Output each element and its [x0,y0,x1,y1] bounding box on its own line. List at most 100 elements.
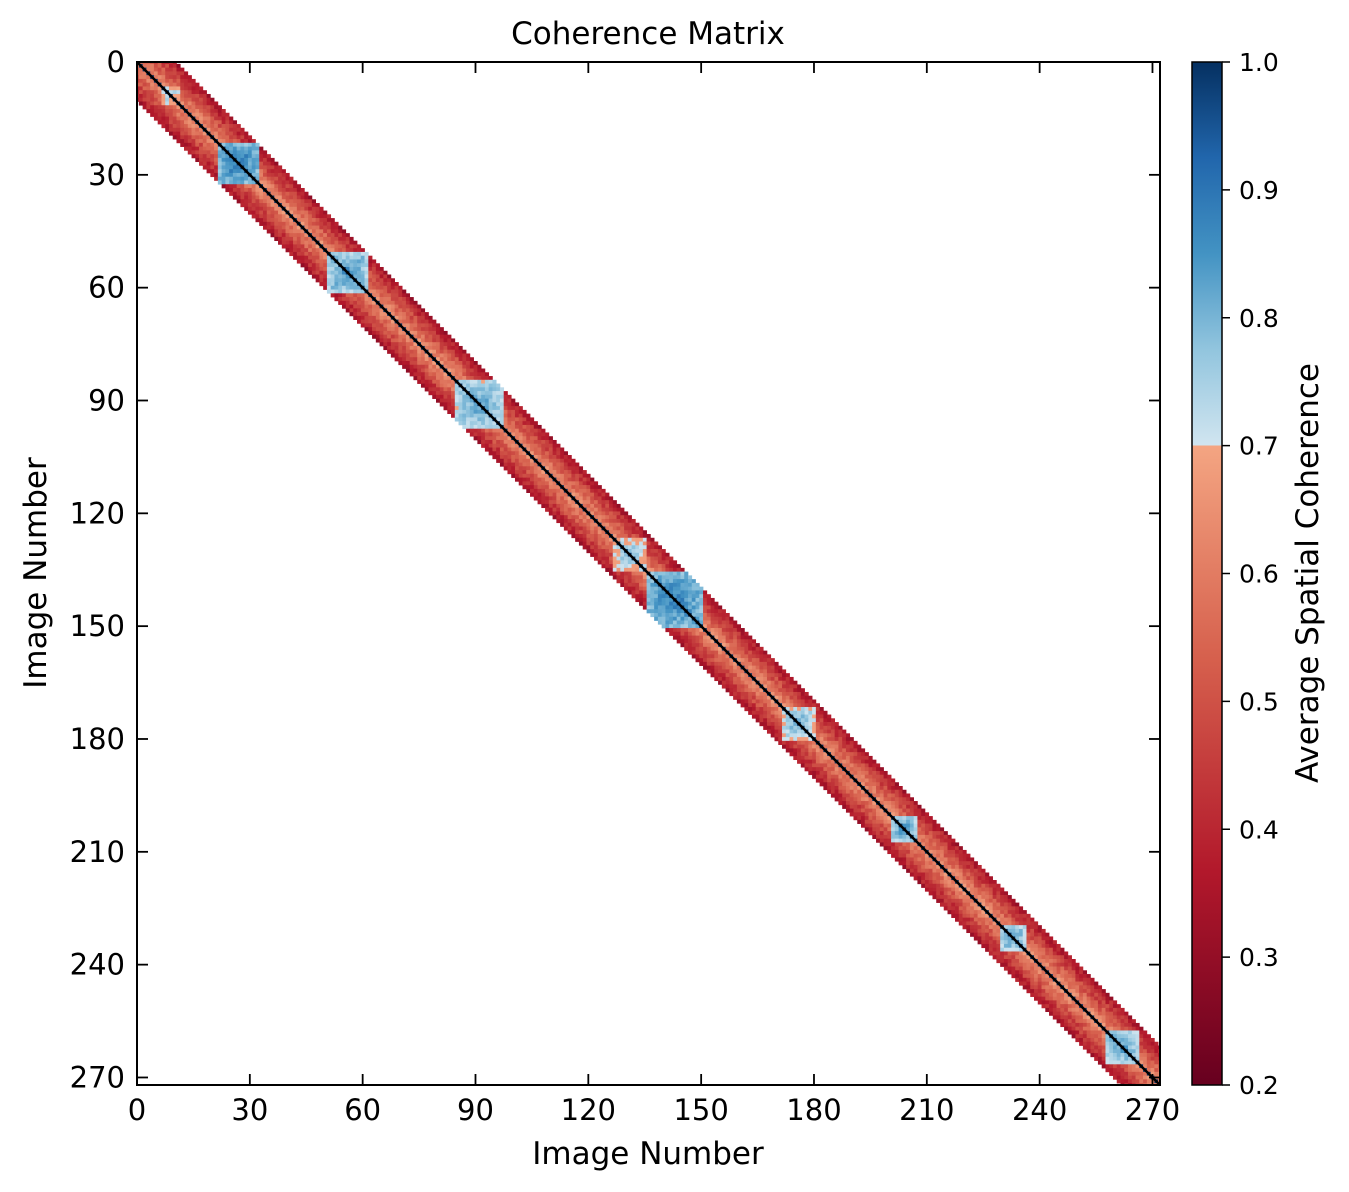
heatmap-cell [800,695,805,700]
heatmap-cell [300,251,305,257]
heatmap-cell [744,665,749,670]
heatmap-cell [232,165,238,170]
heatmap-cell [360,278,365,283]
heatmap-cell [669,556,674,561]
heatmap-cell [296,184,301,189]
heatmap-cell [1000,928,1005,934]
heatmap-cell [530,477,535,482]
heatmap-cell [229,176,234,181]
heatmap-cell [853,744,858,749]
heatmap-cell [627,515,632,520]
heatmap-cell [428,376,433,381]
heatmap-cell [906,812,911,817]
heatmap-cell [161,116,166,121]
heatmap-cell [1034,947,1039,952]
heatmap-cell [676,639,681,644]
heatmap-cell [1015,947,1020,952]
heatmap-cell [262,150,268,155]
heatmap-cell [620,582,625,588]
heatmap-cell [1030,943,1035,949]
heatmap-cell [815,767,820,772]
heatmap-cell [278,195,283,200]
heatmap-cell [537,488,542,493]
heatmap-cell [293,203,298,208]
heatmap-cell [909,838,914,843]
heatmap-cell [624,586,629,591]
heatmap-cell [913,808,918,813]
heatmap-cell [766,707,772,712]
heatmap-cell [394,338,399,343]
heatmap-cell [281,187,286,193]
heatmap-cell [511,462,516,467]
heatmap-cell [812,767,817,772]
heatmap-cell [488,391,493,396]
heatmap-cell [466,361,471,366]
heatmap-cell [176,135,181,140]
heatmap-cell [244,187,249,193]
heatmap-cell [970,917,975,922]
heatmap-cell [443,391,448,396]
heatmap-cell [338,248,343,253]
heatmap-cell [879,767,884,772]
heatmap-cell [360,255,365,260]
heatmap-cell [323,229,328,234]
heatmap-cell [868,808,873,813]
heatmap-cell [917,812,922,817]
heatmap-cell [552,511,557,516]
heatmap-cell [902,864,907,870]
heatmap-cell [725,669,730,674]
heatmap-cell [687,616,693,621]
heatmap-cell [496,398,501,403]
heatmap-cell [319,282,324,287]
heatmap-cell [274,187,279,193]
heatmap-cell [413,345,418,351]
heatmap-cell [285,240,290,245]
heatmap-cell [214,172,219,178]
heatmap-cell [593,481,599,486]
heatmap-cell [751,691,757,697]
heatmap-cell [262,221,268,226]
heatmap-cell [571,485,576,490]
heatmap-cell [424,319,429,324]
heatmap-cell [917,808,922,813]
heatmap-cell [687,609,693,614]
heatmap-cell [620,541,625,546]
heatmap-cell [221,169,226,174]
heatmap-cell [259,165,264,170]
heatmap-cell [578,526,584,531]
heatmap-cell [533,485,538,490]
heatmap-cell [909,849,914,855]
heatmap-cell [571,511,576,516]
heatmap-cell [368,300,373,305]
heatmap-cell [338,240,343,245]
heatmap-cell [462,357,467,362]
heatmap-cell [951,910,956,915]
heatmap-cell [834,767,839,772]
heatmap-cell [469,364,474,369]
heatmap-cell [281,184,286,189]
heatmap-cell [420,312,426,317]
heatmap-cell [458,394,463,399]
heatmap-cell [357,300,362,305]
heatmap-cell [187,105,192,110]
heatmap-cell [341,285,347,290]
heatmap-cell [496,451,501,456]
heatmap-cell [552,503,557,509]
heatmap-cell [225,172,230,178]
heatmap-cell [138,71,143,76]
heatmap-cell [458,409,463,415]
heatmap-cell [383,330,388,336]
heatmap-cell [883,789,888,794]
heatmap-cell [710,597,715,603]
heatmap-cell [300,255,305,260]
heatmap-cell [691,628,696,633]
heatmap-cell [1015,959,1020,964]
heatmap-cell [274,225,279,230]
heatmap-cell [928,816,933,821]
heatmap-cell [499,432,505,437]
heatmap-cell [665,605,670,610]
heatmap-cell [661,575,666,580]
heatmap-cell [612,545,617,550]
heatmap-cell [966,925,971,930]
heatmap-cell [928,861,933,866]
